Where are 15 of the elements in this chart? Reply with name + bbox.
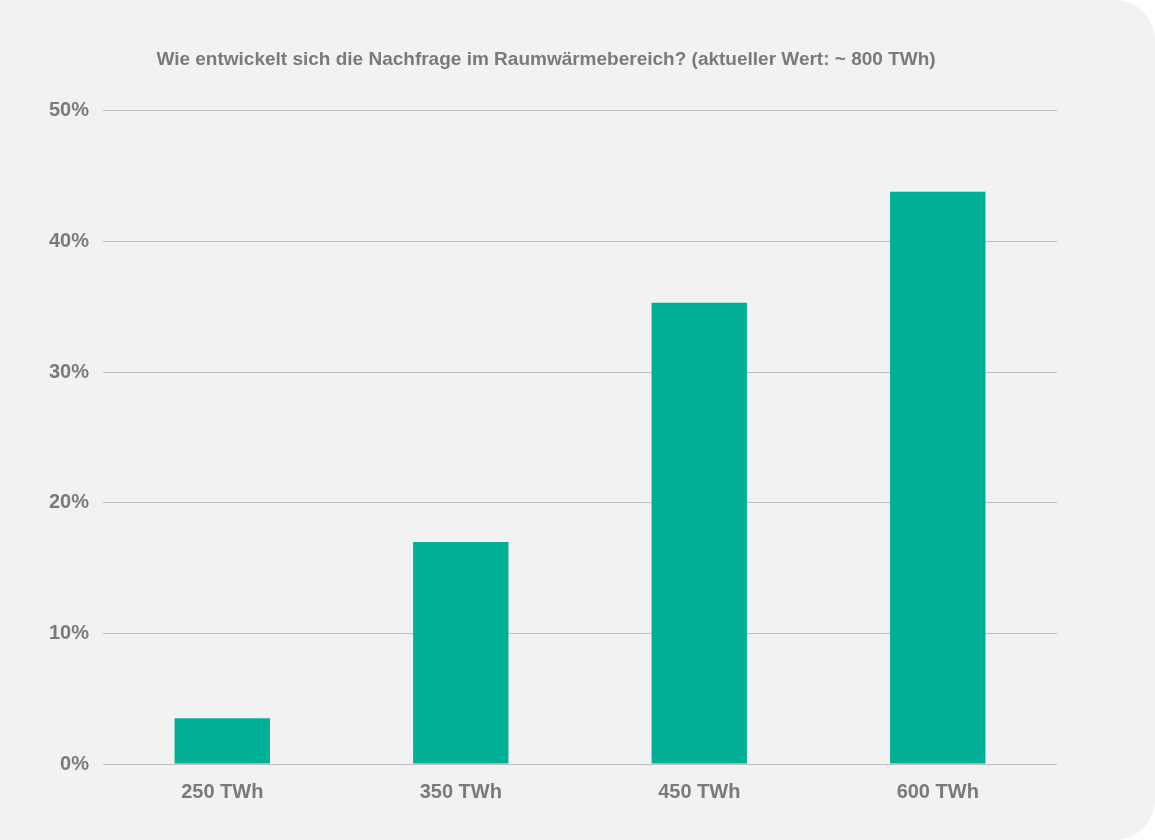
y-tick-label: 30% bbox=[49, 359, 90, 382]
y-tick-label: 0% bbox=[60, 751, 90, 774]
bar bbox=[651, 302, 747, 764]
bar bbox=[174, 718, 270, 764]
x-tick-label: 350 TWh bbox=[419, 779, 502, 802]
y-tick-label: 20% bbox=[49, 490, 90, 513]
x-tick-label: 600 TWh bbox=[896, 779, 979, 802]
chart-title: Wie entwickelt sich die Nachfrage im Raumwärmebereich? (aktueller Wert: ~ 800 TWh) bbox=[156, 47, 936, 69]
x-tick-label: 250 TWh bbox=[181, 779, 264, 802]
bar bbox=[890, 191, 986, 764]
y-tick-label: 10% bbox=[49, 620, 90, 643]
x-tick-label: 450 TWh bbox=[658, 779, 741, 802]
y-tick-label: 40% bbox=[49, 228, 90, 251]
y-tick-label: 50% bbox=[49, 98, 90, 121]
bar bbox=[413, 541, 509, 764]
